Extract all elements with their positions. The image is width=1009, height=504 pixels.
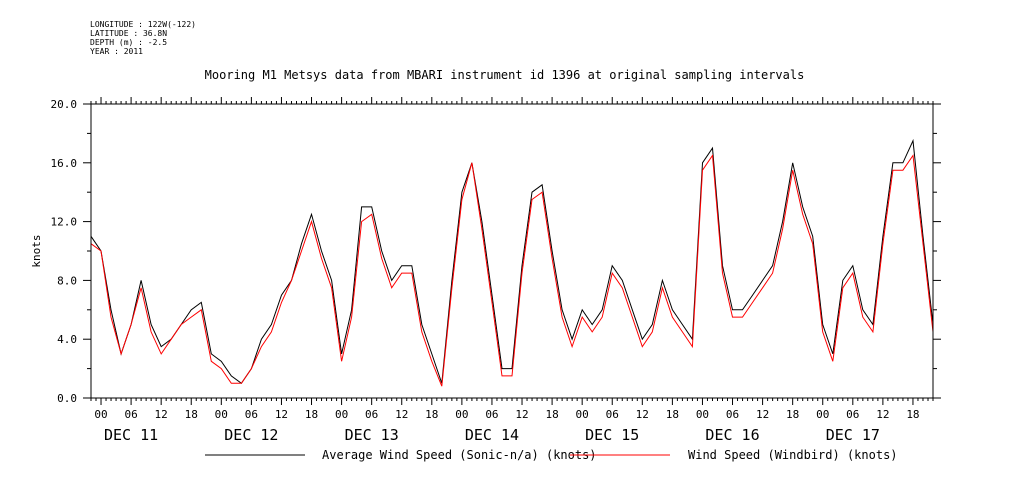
y-tick-label: 20.0 [51, 98, 78, 111]
x-tick-label: 06 [365, 408, 378, 421]
x-tick-label: 12 [515, 408, 528, 421]
depth-text: DEPTH (m) : -2.5 [90, 38, 168, 47]
x-tick-label: 12 [275, 408, 288, 421]
legend-label: Wind Speed (Windbird) (knots) [688, 448, 898, 462]
longitude-text: LONGITUDE : 122W(-122) [90, 20, 196, 29]
x-tick-label: 18 [906, 408, 919, 421]
x-tick-label: 18 [425, 408, 438, 421]
series-line-windbird [90, 154, 934, 387]
x-tick-label: 00 [696, 408, 709, 421]
x-day-label: DEC 17 [826, 426, 880, 444]
x-tick-label: 18 [786, 408, 799, 421]
x-tick-label: 18 [666, 408, 679, 421]
x-tick-label: 12 [636, 408, 649, 421]
x-tick-label: 18 [185, 408, 198, 421]
y-tick-label: 0.0 [57, 392, 77, 405]
y-tick-label: 4.0 [57, 333, 77, 346]
series-line-sonic [90, 138, 934, 385]
x-tick-label: 18 [305, 408, 318, 421]
y-tick-label: 16.0 [51, 157, 78, 170]
y-tick-label: 8.0 [57, 274, 77, 287]
x-day-label: DEC 13 [345, 426, 399, 444]
x-tick-label: 00 [576, 408, 589, 421]
latitude-text: LATITUDE : 36.8N [90, 29, 168, 38]
x-tick-label: 06 [606, 408, 619, 421]
x-tick-label: 00 [215, 408, 228, 421]
x-tick-label: 06 [245, 408, 258, 421]
x-day-label: DEC 15 [585, 426, 639, 444]
legend-label: Average Wind Speed (Sonic-n/a) (knots) [322, 448, 597, 462]
x-tick-label: 00 [455, 408, 468, 421]
x-tick-label: 00 [335, 408, 348, 421]
metadata-block: LONGITUDE : 122W(-122) LATITUDE : 36.8N … [90, 20, 196, 56]
x-day-label: DEC 16 [705, 426, 759, 444]
x-tick-label: 06 [726, 408, 739, 421]
x-tick-label: 06 [485, 408, 498, 421]
x-day-label: DEC 11 [104, 426, 158, 444]
x-tick-label: 00 [816, 408, 829, 421]
x-tick-label: 06 [124, 408, 137, 421]
x-tick-label: 12 [876, 408, 889, 421]
x-tick-label: 12 [395, 408, 408, 421]
x-tick-label: 12 [155, 408, 168, 421]
chart-title: Mooring M1 Metsys data from MBARI instru… [204, 68, 805, 82]
x-tick-label: 06 [846, 408, 859, 421]
y-tick-label: 12.0 [51, 216, 78, 229]
plot-frame [90, 103, 934, 399]
x-day-label: DEC 14 [465, 426, 519, 444]
year-text: YEAR : 2011 [90, 47, 143, 56]
x-day-label: DEC 12 [224, 426, 278, 444]
x-tick-label: 18 [545, 408, 558, 421]
x-tick-label: 12 [756, 408, 769, 421]
y-axis-label: knots [30, 234, 43, 267]
x-tick-label: 00 [94, 408, 107, 421]
